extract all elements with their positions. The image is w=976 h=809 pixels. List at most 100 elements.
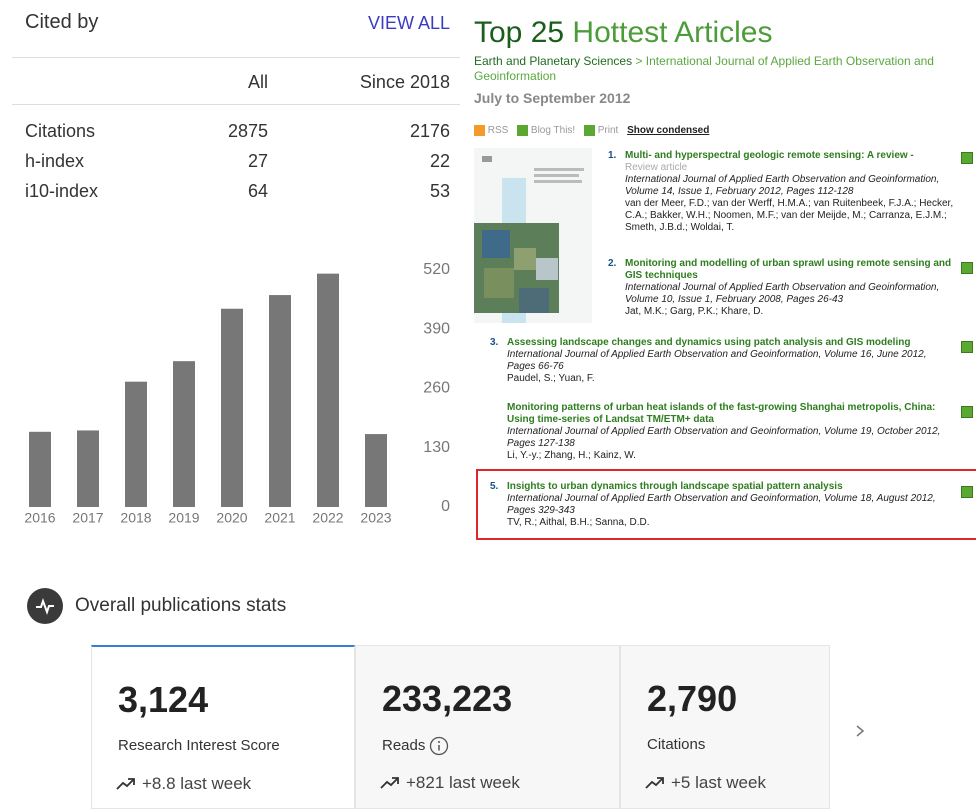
trend-head: [657, 777, 664, 784]
stat-change: +5 last week: [671, 773, 766, 792]
stat-label: Research Interest Score: [118, 737, 280, 754]
bar: [125, 381, 147, 507]
stat-label: Reads: [382, 736, 449, 756]
article-link[interactable]: Assessing landscape changes and dynamics…: [507, 337, 911, 348]
article-authors: van der Meer, F.D.; van der Werff, H.M.A…: [625, 198, 954, 233]
trend-head: [128, 778, 135, 785]
stat-card: 233,223 Reads +821 last week: [355, 645, 620, 809]
row-label: h-index: [25, 151, 85, 171]
journal-cover: [474, 148, 592, 323]
article-journal: International Journal of Applied Earth O…: [625, 174, 940, 197]
article-link[interactable]: Multi- and hyperspectral geologic remote…: [625, 150, 914, 161]
column-header: All: [247, 72, 268, 92]
article-link[interactable]: Monitoring patterns of urban heat island…: [507, 402, 936, 425]
x-tick-label: 2016: [24, 510, 55, 526]
stat-card: 2,790 Citations +5 last week: [620, 645, 830, 809]
y-tick-label: 520: [423, 261, 450, 278]
breadcrumb-item[interactable]: Earth and Planetary Sciences: [474, 54, 633, 68]
pdf-icon[interactable]: [961, 486, 973, 498]
pdf-icon[interactable]: [961, 341, 973, 353]
heading-title: Hottest Articles: [572, 16, 773, 49]
breadcrumb: Earth and Planetary Sciences > Internati…: [474, 54, 974, 84]
article: 4.Monitoring patterns of urban heat isla…: [507, 402, 952, 462]
x-tick-label: 2018: [120, 510, 151, 526]
row-since: 2176: [409, 121, 450, 141]
x-tick-label: 2021: [264, 510, 295, 526]
article: 2. Monitoring and modelling of urban spra…: [608, 258, 970, 318]
y-tick-label: 0: [441, 498, 450, 515]
bar: [365, 434, 387, 507]
bar: [29, 431, 51, 507]
article: 1. Multi- and hyperspectral geologic remo…: [608, 150, 970, 234]
stat-label: Citations: [647, 736, 705, 753]
article-number: 5.: [490, 481, 499, 492]
trend-line: [116, 778, 135, 790]
article-link[interactable]: Monitoring and modelling of urban sprawl…: [625, 258, 952, 281]
toolbar-item[interactable]: Blog This!: [530, 125, 576, 137]
stat-value: 3,124: [118, 679, 209, 720]
article-authors: Paudel, S.; Yuan, F.: [507, 373, 595, 384]
row-label: Citations: [25, 121, 96, 141]
article-title: Assessing landscape changes and dynamics…: [507, 337, 937, 349]
pdf-icon[interactable]: [961, 152, 973, 164]
row-label: i10-index: [25, 181, 99, 201]
bar: [77, 430, 99, 507]
article-number: 2.: [608, 258, 617, 269]
blog-icon: [517, 125, 529, 136]
bar: [269, 295, 291, 507]
highlight-box: [476, 469, 976, 540]
info-icon[interactable]: [429, 736, 449, 756]
x-tick-label: 2020: [216, 510, 247, 526]
article: 3. Assessing landscape changes and dynami…: [490, 337, 937, 385]
column-header: Since 2018: [359, 72, 450, 92]
x-tick-label: 2017: [72, 510, 103, 526]
next-arrow[interactable]: [853, 722, 867, 740]
toolbar-item[interactable]: RSS: [487, 125, 509, 137]
trend-head: [392, 777, 399, 784]
row-since: 53: [429, 181, 450, 201]
cited-by-title: Cited by: [25, 11, 99, 33]
stat-change: +821 last week: [406, 773, 520, 792]
stat-card: 3,124 Research Interest Score +8.8 last we…: [91, 645, 355, 809]
article-number: 3.: [490, 337, 499, 348]
stat-change: +8.8 last week: [142, 774, 252, 793]
stat-value: 233,223: [382, 678, 513, 719]
row-all: 2875: [227, 121, 268, 141]
bar: [173, 361, 195, 507]
articles-heading: Top 25 Hottest Articles: [474, 16, 773, 50]
pdf-icon[interactable]: [961, 262, 973, 274]
article-journal: International Journal of Applied Earth O…: [507, 349, 927, 372]
trend-icon: [645, 777, 664, 789]
row-all: 27: [247, 151, 268, 171]
article-title: Monitoring and modelling of urban sprawl…: [625, 258, 970, 282]
article-journal: International Journal of Applied Earth O…: [507, 493, 936, 516]
x-tick-label: 2023: [360, 510, 391, 526]
article-journal: International Journal of Applied Earth O…: [507, 426, 941, 449]
y-tick-label: 390: [423, 320, 450, 337]
article-title: Insights to urban dynamics through lands…: [507, 481, 952, 493]
info-dot: [438, 741, 441, 743]
article-authors: TV, R.; Aithal, B.H.; Sanna, D.D.: [507, 517, 650, 528]
citation-chart: 0 130 260 390 520 2016 2017 2018 2019 2020 2021 202…: [24, 261, 450, 526]
divider: [12, 104, 460, 105]
trend-line: [380, 777, 399, 789]
bar: [221, 308, 243, 507]
toolbar-item[interactable]: Print: [597, 125, 619, 137]
period: July to September 2012: [474, 90, 631, 106]
bar: [317, 273, 339, 507]
trend-icon: [380, 777, 399, 789]
trend-line: [645, 777, 664, 789]
info-circle: [430, 736, 449, 756]
breadcrumb-separator: >: [635, 54, 643, 68]
heading-prefix: Top 25: [474, 16, 565, 49]
pdf-icon[interactable]: [961, 406, 973, 418]
show-condensed[interactable]: Show condensed: [627, 125, 710, 137]
breadcrumb-item[interactable]: International Journal of Applied Earth O…: [474, 54, 934, 83]
row-since: 22: [429, 151, 450, 171]
view-all-link[interactable]: VIEW ALL: [367, 13, 450, 33]
article-authors: Jat, M.K.; Garg, P.K.; Khare, D.: [625, 306, 764, 317]
article-authors: Li, Y.-y.; Zhang, H.; Kainz, W.: [507, 450, 636, 461]
stat-label-text: Research Interest Score: [118, 737, 280, 754]
article-link[interactable]: Insights to urban dynamics through lands…: [507, 481, 843, 492]
